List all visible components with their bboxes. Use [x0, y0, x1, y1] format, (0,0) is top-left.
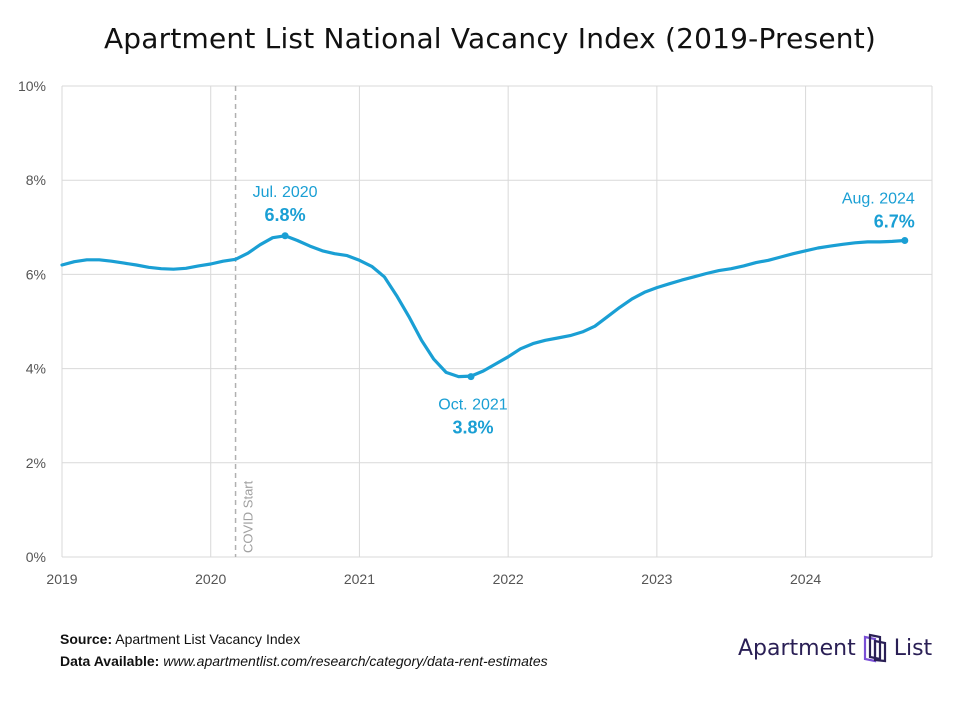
vacancy-index-line — [60, 234, 907, 379]
annotation-value: 6.8% — [265, 205, 306, 225]
logo-text-left: Apartment — [738, 635, 856, 661]
x-tick-label: 2024 — [790, 571, 821, 587]
annotation-date: Oct. 2021 — [438, 397, 507, 414]
annotation-value: 6.7% — [874, 211, 915, 231]
source-line: Source: Apartment List Vacancy Index — [60, 628, 548, 650]
chart-title: Apartment List National Vacancy Index (2… — [103, 22, 877, 55]
data-available-label: Data Available: — [60, 653, 160, 669]
data-available-line: Data Available: www.apartmentlist.com/re… — [60, 650, 548, 672]
y-tick-label: 2% — [26, 455, 46, 471]
x-tick-label: 2021 — [344, 571, 375, 587]
data-available-url: www.apartmentlist.com/research/category/… — [163, 653, 548, 669]
source-value: Apartment List Vacancy Index — [115, 631, 301, 647]
annotation-point — [901, 236, 909, 244]
x-tick-label: 2019 — [46, 571, 77, 587]
annotation-date: Jul. 2020 — [253, 184, 318, 201]
x-tick-label: 2023 — [641, 571, 672, 587]
annotation-point — [281, 232, 289, 240]
y-tick-label: 10% — [18, 78, 46, 94]
chart-footer: Source: Apartment List Vacancy Index Dat… — [60, 628, 548, 672]
apartment-list-logo: Apartment List — [738, 632, 932, 664]
line-chart: 0% 2% 4% 6% 8% 10% 2019 2020 2021 2022 2023 2024 COV… — [18, 78, 933, 587]
logo-text-right: List — [893, 635, 933, 661]
source-label: Source: — [60, 631, 113, 647]
apartment-list-logo-icon — [863, 633, 886, 663]
annotation-point — [467, 373, 475, 381]
y-tick-label: 6% — [26, 266, 46, 282]
y-tick-label: 0% — [26, 549, 46, 565]
x-tick-label: 2022 — [493, 571, 524, 587]
y-tick-label: 4% — [26, 361, 46, 377]
x-tick-label: 2020 — [195, 571, 226, 587]
annotation-value: 3.8% — [452, 418, 493, 438]
y-tick-label: 8% — [26, 172, 46, 188]
covid-start-label: COVID Start — [241, 480, 256, 553]
annotation-date: Aug. 2024 — [842, 190, 915, 207]
